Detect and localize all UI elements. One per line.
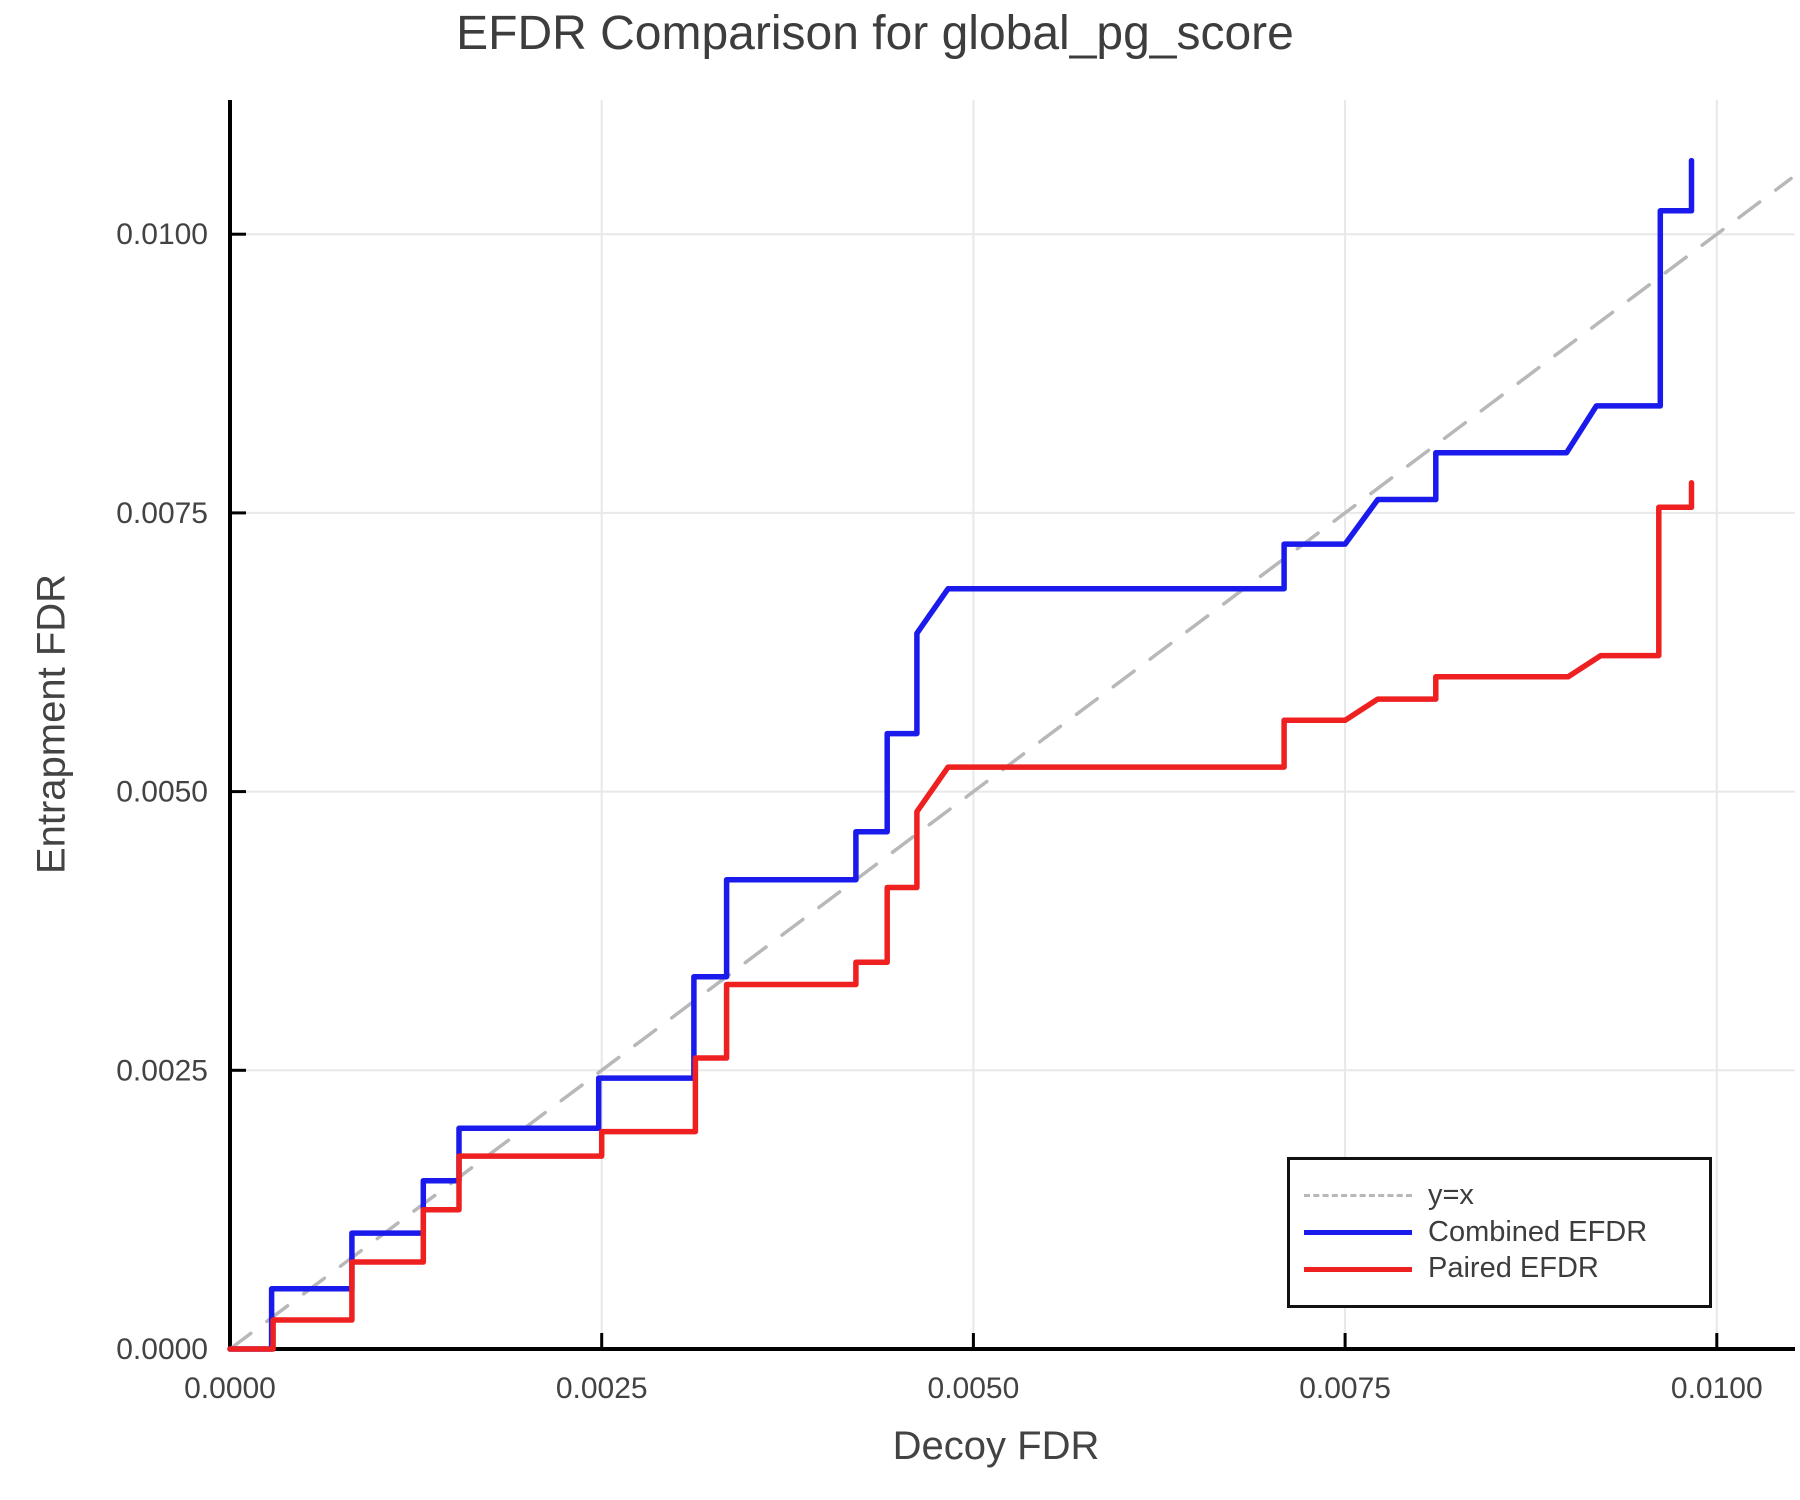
legend-label: y=x: [1428, 1178, 1474, 1211]
x-tick-label: 0.0000: [184, 1372, 276, 1405]
legend-item: y=x: [1304, 1178, 1709, 1212]
legend-line-sample: [1304, 1266, 1412, 1272]
series-paired-efdr: [227, 480, 1695, 1352]
legend-item: Combined EFDR: [1304, 1215, 1709, 1249]
legend-line-sample: [1304, 1229, 1412, 1235]
x-tick-label: 0.0050: [928, 1372, 1020, 1405]
x-tick-label: 0.0025: [556, 1372, 648, 1405]
chart-title: EFDR Comparison for global_pg_score: [456, 7, 1294, 60]
y-tick-label: 0.0025: [116, 1054, 208, 1087]
legend-label: Paired EFDR: [1428, 1252, 1599, 1285]
legend-item: Paired EFDR: [1304, 1253, 1709, 1285]
series-combined-efdr: [227, 157, 1695, 1352]
y-tick-label: 0.0075: [116, 497, 208, 530]
y-tick-label: 0.0000: [116, 1333, 208, 1366]
legend-label: Combined EFDR: [1428, 1215, 1648, 1248]
y-tick-label: 0.0050: [116, 776, 208, 809]
x-tick-label: 0.0100: [1671, 1372, 1763, 1405]
legend-line-sample: [1304, 1194, 1412, 1198]
x-tick-label: 0.0075: [1299, 1372, 1391, 1405]
y-axis-label: Entrapment FDR: [29, 573, 74, 875]
y-tick-label: 0.0100: [116, 218, 208, 251]
x-axis-label: Decoy FDR: [892, 1424, 1100, 1468]
legend-box: y=x Combined EFDR Paired EFDR: [1287, 1157, 1712, 1308]
